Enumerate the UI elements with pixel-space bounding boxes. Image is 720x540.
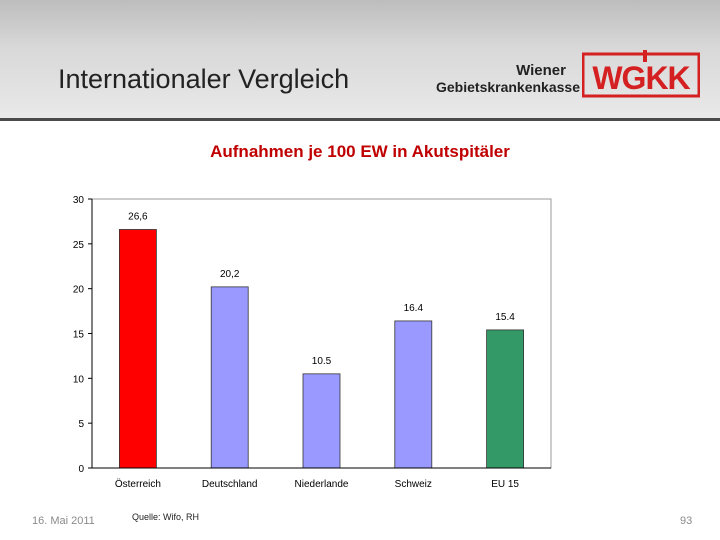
x-tick-label: Deutschland	[202, 479, 258, 490]
data-label: 26,6	[128, 211, 148, 222]
data-label: 15.4	[495, 312, 515, 323]
chart-title: Aufnahmen je 100 EW in Akutspitäler	[210, 142, 510, 161]
y-tick-label: 10	[73, 374, 85, 385]
page-number: 93	[680, 515, 693, 527]
footer-date: 16. Mai 2011	[32, 515, 95, 527]
data-label: 16.4	[404, 303, 424, 314]
x-tick-label: Niederlande	[295, 479, 349, 490]
y-tick-label: 30	[73, 195, 85, 206]
data-label: 10.5	[312, 356, 332, 367]
bar	[210, 286, 249, 469]
data-label: 20,2	[220, 269, 240, 280]
x-tick-label: Österreich	[115, 478, 161, 490]
footer-source: Quelle: Wifo, RH	[132, 512, 200, 522]
y-tick-label: 0	[78, 464, 84, 475]
header-band	[0, 0, 720, 118]
bar	[486, 329, 525, 469]
bar	[302, 373, 341, 469]
wgkk-logo-icon: WGKK	[582, 50, 700, 98]
bar	[394, 320, 433, 469]
slide-title: Internationaler Vergleich	[58, 64, 350, 94]
y-tick-label: 20	[73, 285, 85, 296]
x-tick-label: Schweiz	[395, 479, 432, 490]
y-tick-label: 5	[78, 419, 84, 430]
org-name-line1: Wiener	[516, 62, 566, 79]
x-tick-label: EU 15	[491, 479, 519, 490]
bar	[119, 229, 157, 469]
org-name-line2: Gebietskrankenkasse	[436, 79, 580, 95]
org-name: Wiener Gebietskrankenkasse	[436, 62, 580, 96]
y-tick-label: 15	[73, 330, 85, 341]
y-tick-label: 25	[73, 240, 85, 251]
svg-text:WGKK: WGKK	[592, 60, 690, 96]
header-divider	[0, 118, 720, 121]
